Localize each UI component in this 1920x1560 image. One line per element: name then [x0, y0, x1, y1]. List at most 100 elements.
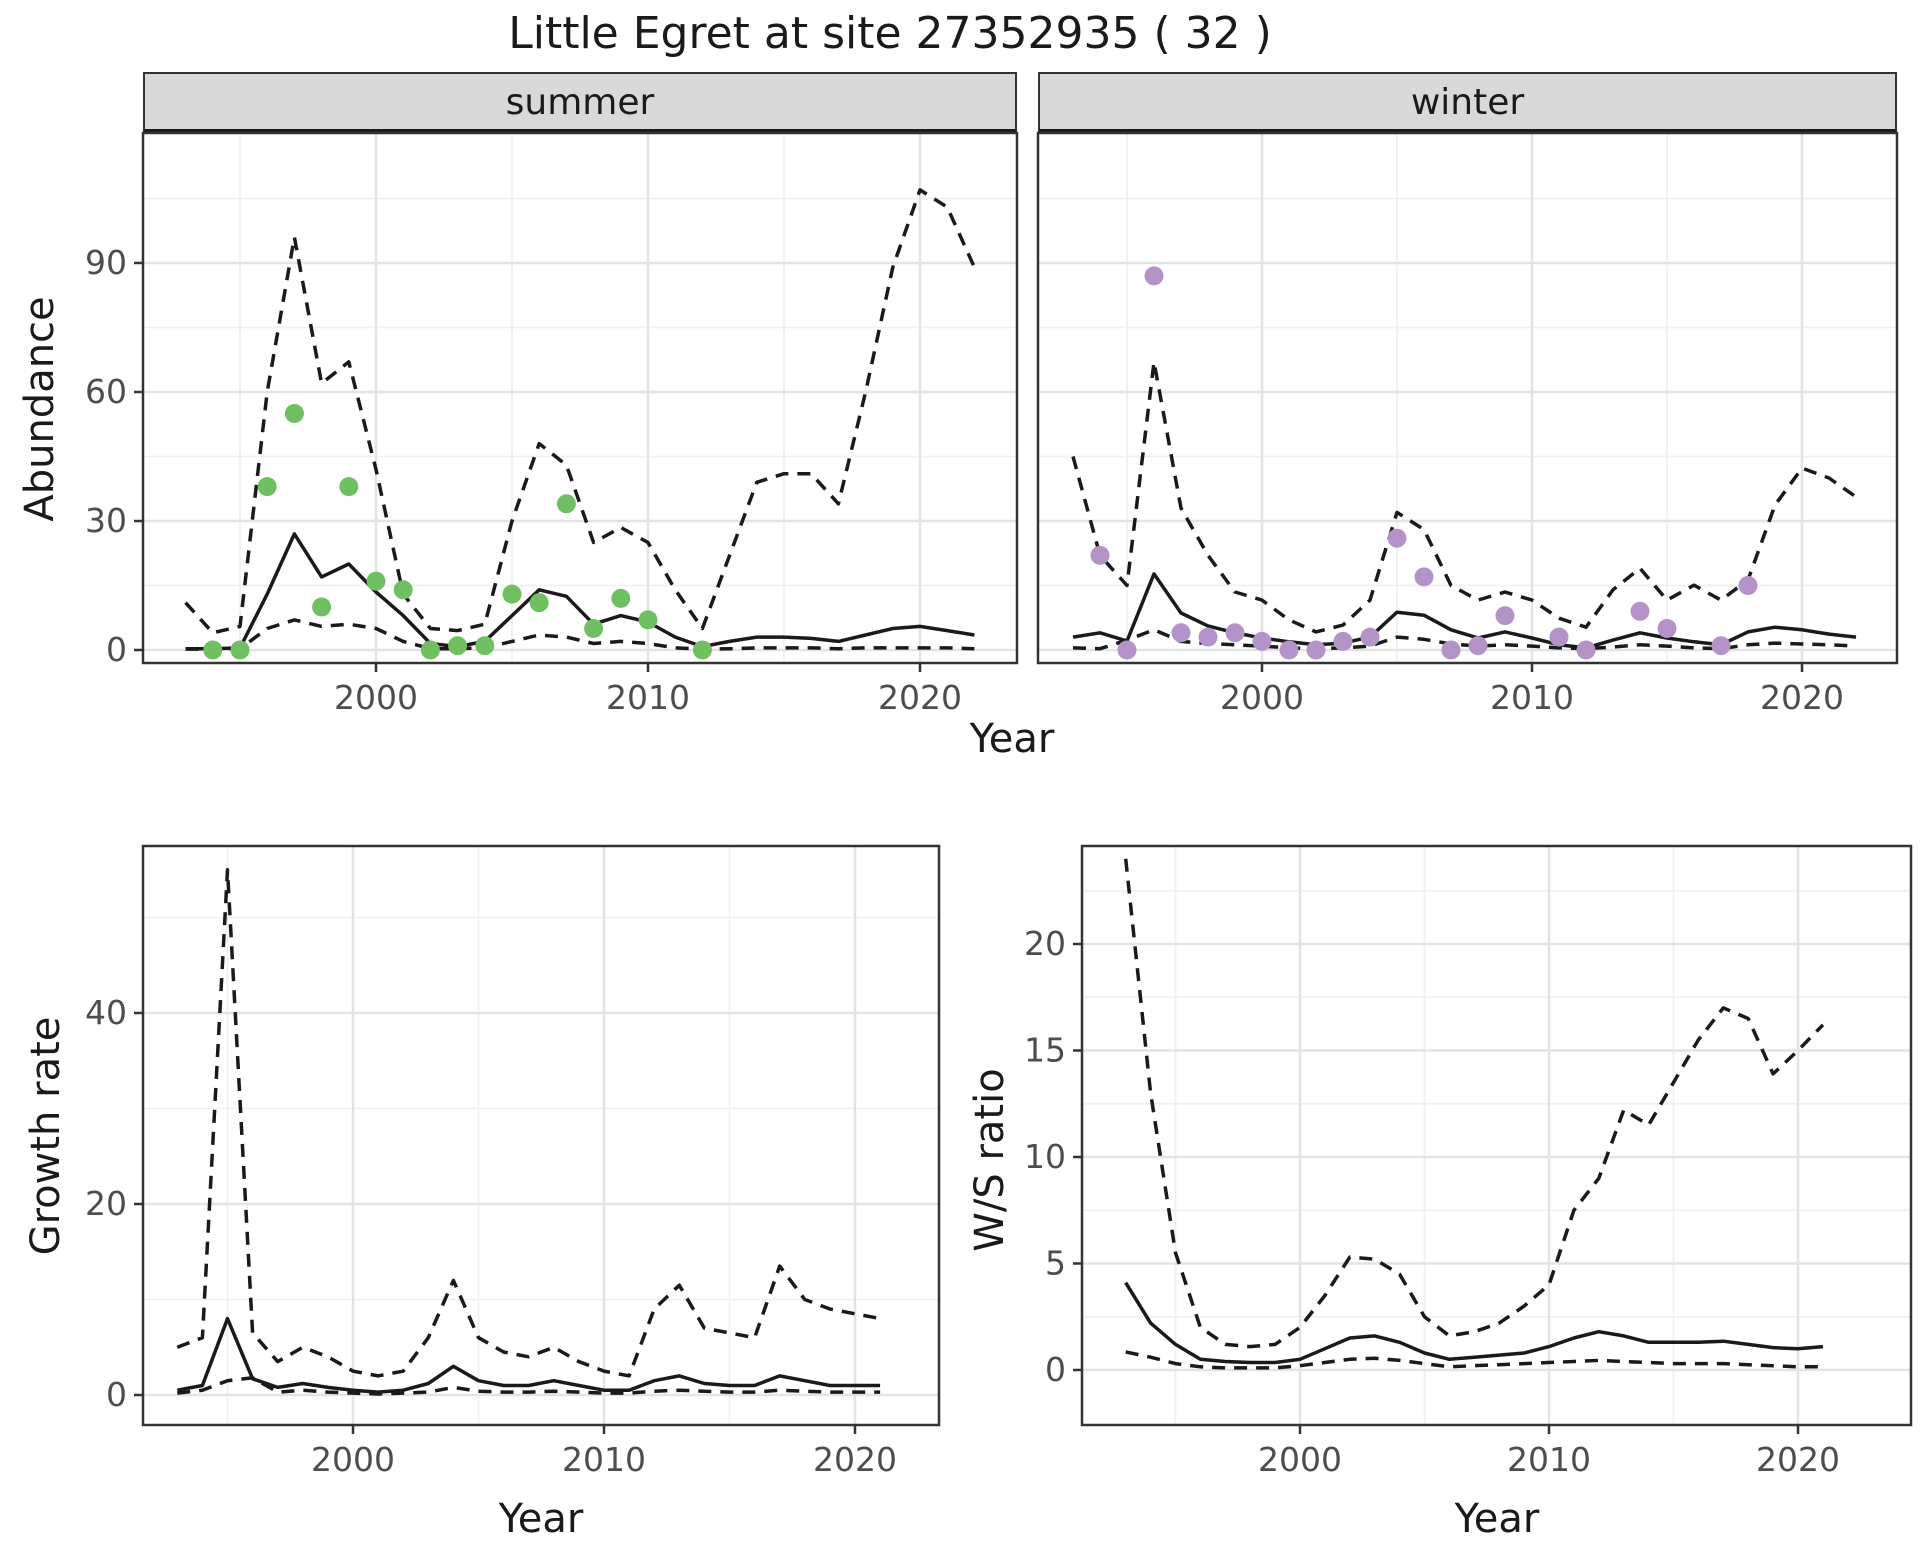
- y-tick-label: 5: [1045, 1244, 1066, 1283]
- data-point: [611, 588, 631, 608]
- data-point: [1171, 623, 1191, 643]
- y-tick-label: 20: [1024, 924, 1066, 963]
- facet-label-summer: summer: [505, 82, 655, 123]
- chart-title: Little Egret at site 27352935 ( 32 ): [508, 8, 1272, 59]
- x-tick-label: 2010: [562, 1440, 646, 1479]
- y-tick-label: 60: [85, 372, 127, 411]
- y-tick-label: 10: [1024, 1137, 1066, 1176]
- data-point: [1387, 528, 1407, 548]
- x-tick-label: 2010: [1490, 678, 1574, 717]
- data-point: [257, 477, 277, 497]
- y-tick-label: 20: [85, 1184, 127, 1223]
- axis-ticks: 2000 2010 2020 0 5 10 15 20: [1024, 924, 1840, 1479]
- observed-summer-counts: [203, 404, 712, 660]
- facet-strip-winter: winter: [1038, 72, 1897, 133]
- upper-ci-line: [176, 868, 881, 1378]
- panel-background: [1038, 133, 1897, 663]
- lower-ci-line: [185, 618, 975, 651]
- data-point: [1657, 619, 1677, 638]
- data-point: [1225, 623, 1245, 643]
- series-lines: [184, 188, 976, 651]
- data-point: [556, 494, 576, 514]
- data-point: [1738, 576, 1758, 595]
- x-tick-label: 2010: [606, 678, 690, 717]
- data-point: [312, 597, 332, 617]
- data-point: [1306, 640, 1326, 660]
- y-tick-label: 40: [85, 993, 127, 1032]
- upper-ci-line: [184, 188, 976, 635]
- lower-ci-line: [177, 1376, 881, 1396]
- panel-background: [1082, 846, 1911, 1425]
- x-tick-label: 2010: [1507, 1440, 1591, 1479]
- gridlines: [143, 133, 1017, 663]
- data-point: [230, 640, 250, 660]
- data-point: [203, 640, 223, 660]
- data-point: [420, 640, 440, 660]
- data-point: [1090, 545, 1110, 565]
- x-tick-label: 2020: [1756, 1440, 1840, 1479]
- panel-border: [141, 131, 1019, 665]
- x-tick-label: 2020: [1760, 678, 1844, 717]
- x-tick-label: 2000: [311, 1440, 395, 1479]
- median-line: [185, 532, 975, 651]
- data-point: [284, 404, 304, 423]
- median-line: [176, 1316, 881, 1394]
- gridlines: [1038, 133, 1897, 663]
- xaxis-title-ws: Year: [1454, 1496, 1540, 1542]
- data-point: [1630, 601, 1650, 621]
- data-point: [1576, 640, 1596, 660]
- axis-ticks: 2000 2010 2020: [1220, 663, 1844, 717]
- data-point: [502, 584, 522, 604]
- y-tick-label: 30: [85, 501, 127, 540]
- median-line: [1124, 1281, 1824, 1365]
- facet-strip-summer: summer: [143, 72, 1017, 133]
- y-tick-label: 0: [106, 630, 127, 669]
- y-tick-label: 90: [85, 243, 127, 282]
- x-tick-label: 2000: [1220, 678, 1304, 717]
- data-point: [1414, 567, 1434, 587]
- gridlines: [1082, 846, 1911, 1425]
- panel-border: [1080, 844, 1913, 1427]
- data-point: [366, 571, 386, 591]
- y-tick-label: 0: [1045, 1350, 1066, 1389]
- data-point: [529, 593, 549, 613]
- upper-ci-line: [1071, 360, 1858, 634]
- data-point: [1333, 631, 1353, 651]
- xaxis-title-growth: Year: [498, 1496, 584, 1542]
- panel-abundance-winter: 2000 2010 2020: [1036, 131, 1899, 717]
- panel-background: [143, 133, 1017, 663]
- facet-label-winter: winter: [1410, 82, 1525, 123]
- data-point: [1495, 606, 1515, 626]
- data-point: [475, 636, 495, 656]
- upper-ci-line: [1123, 858, 1825, 1349]
- y-tick-label: 15: [1024, 1031, 1066, 1070]
- data-point: [448, 636, 468, 656]
- panel-growth-rate: 2000 2010 2020 0 20 40: [85, 844, 941, 1479]
- data-point: [1198, 627, 1218, 647]
- axis-ticks: 2000 2010 2020 0 20 40: [85, 993, 897, 1479]
- observed-winter-counts: [1090, 266, 1758, 660]
- axis-ticks: 2000 2010 2020 0 30 60 90: [85, 243, 962, 717]
- x-tick-label: 2020: [813, 1440, 897, 1479]
- data-point: [1117, 640, 1137, 660]
- data-point: [1252, 631, 1272, 651]
- yaxis-title-ws-ratio: W/S ratio: [967, 1068, 1013, 1252]
- yaxis-title-abundance: Abundance: [17, 296, 63, 522]
- panel-border: [1036, 131, 1899, 665]
- lower-ci-line: [1125, 1350, 1823, 1370]
- data-point: [1468, 636, 1488, 656]
- yaxis-title-growth-rate: Growth rate: [23, 1016, 69, 1256]
- data-point: [1360, 627, 1380, 647]
- data-point: [393, 580, 413, 600]
- x-tick-label: 2020: [878, 678, 962, 717]
- data-point: [1279, 640, 1299, 660]
- data-point: [638, 610, 658, 630]
- panel-ws-ratio: 2000 2010 2020 0 5 10 15 20: [1024, 844, 1913, 1479]
- xaxis-title-top: Year: [969, 716, 1055, 762]
- data-point: [339, 477, 359, 497]
- series-lines: [176, 868, 881, 1396]
- panel-background: [143, 846, 939, 1425]
- y-tick-label: 0: [106, 1375, 127, 1414]
- data-point: [1144, 266, 1164, 286]
